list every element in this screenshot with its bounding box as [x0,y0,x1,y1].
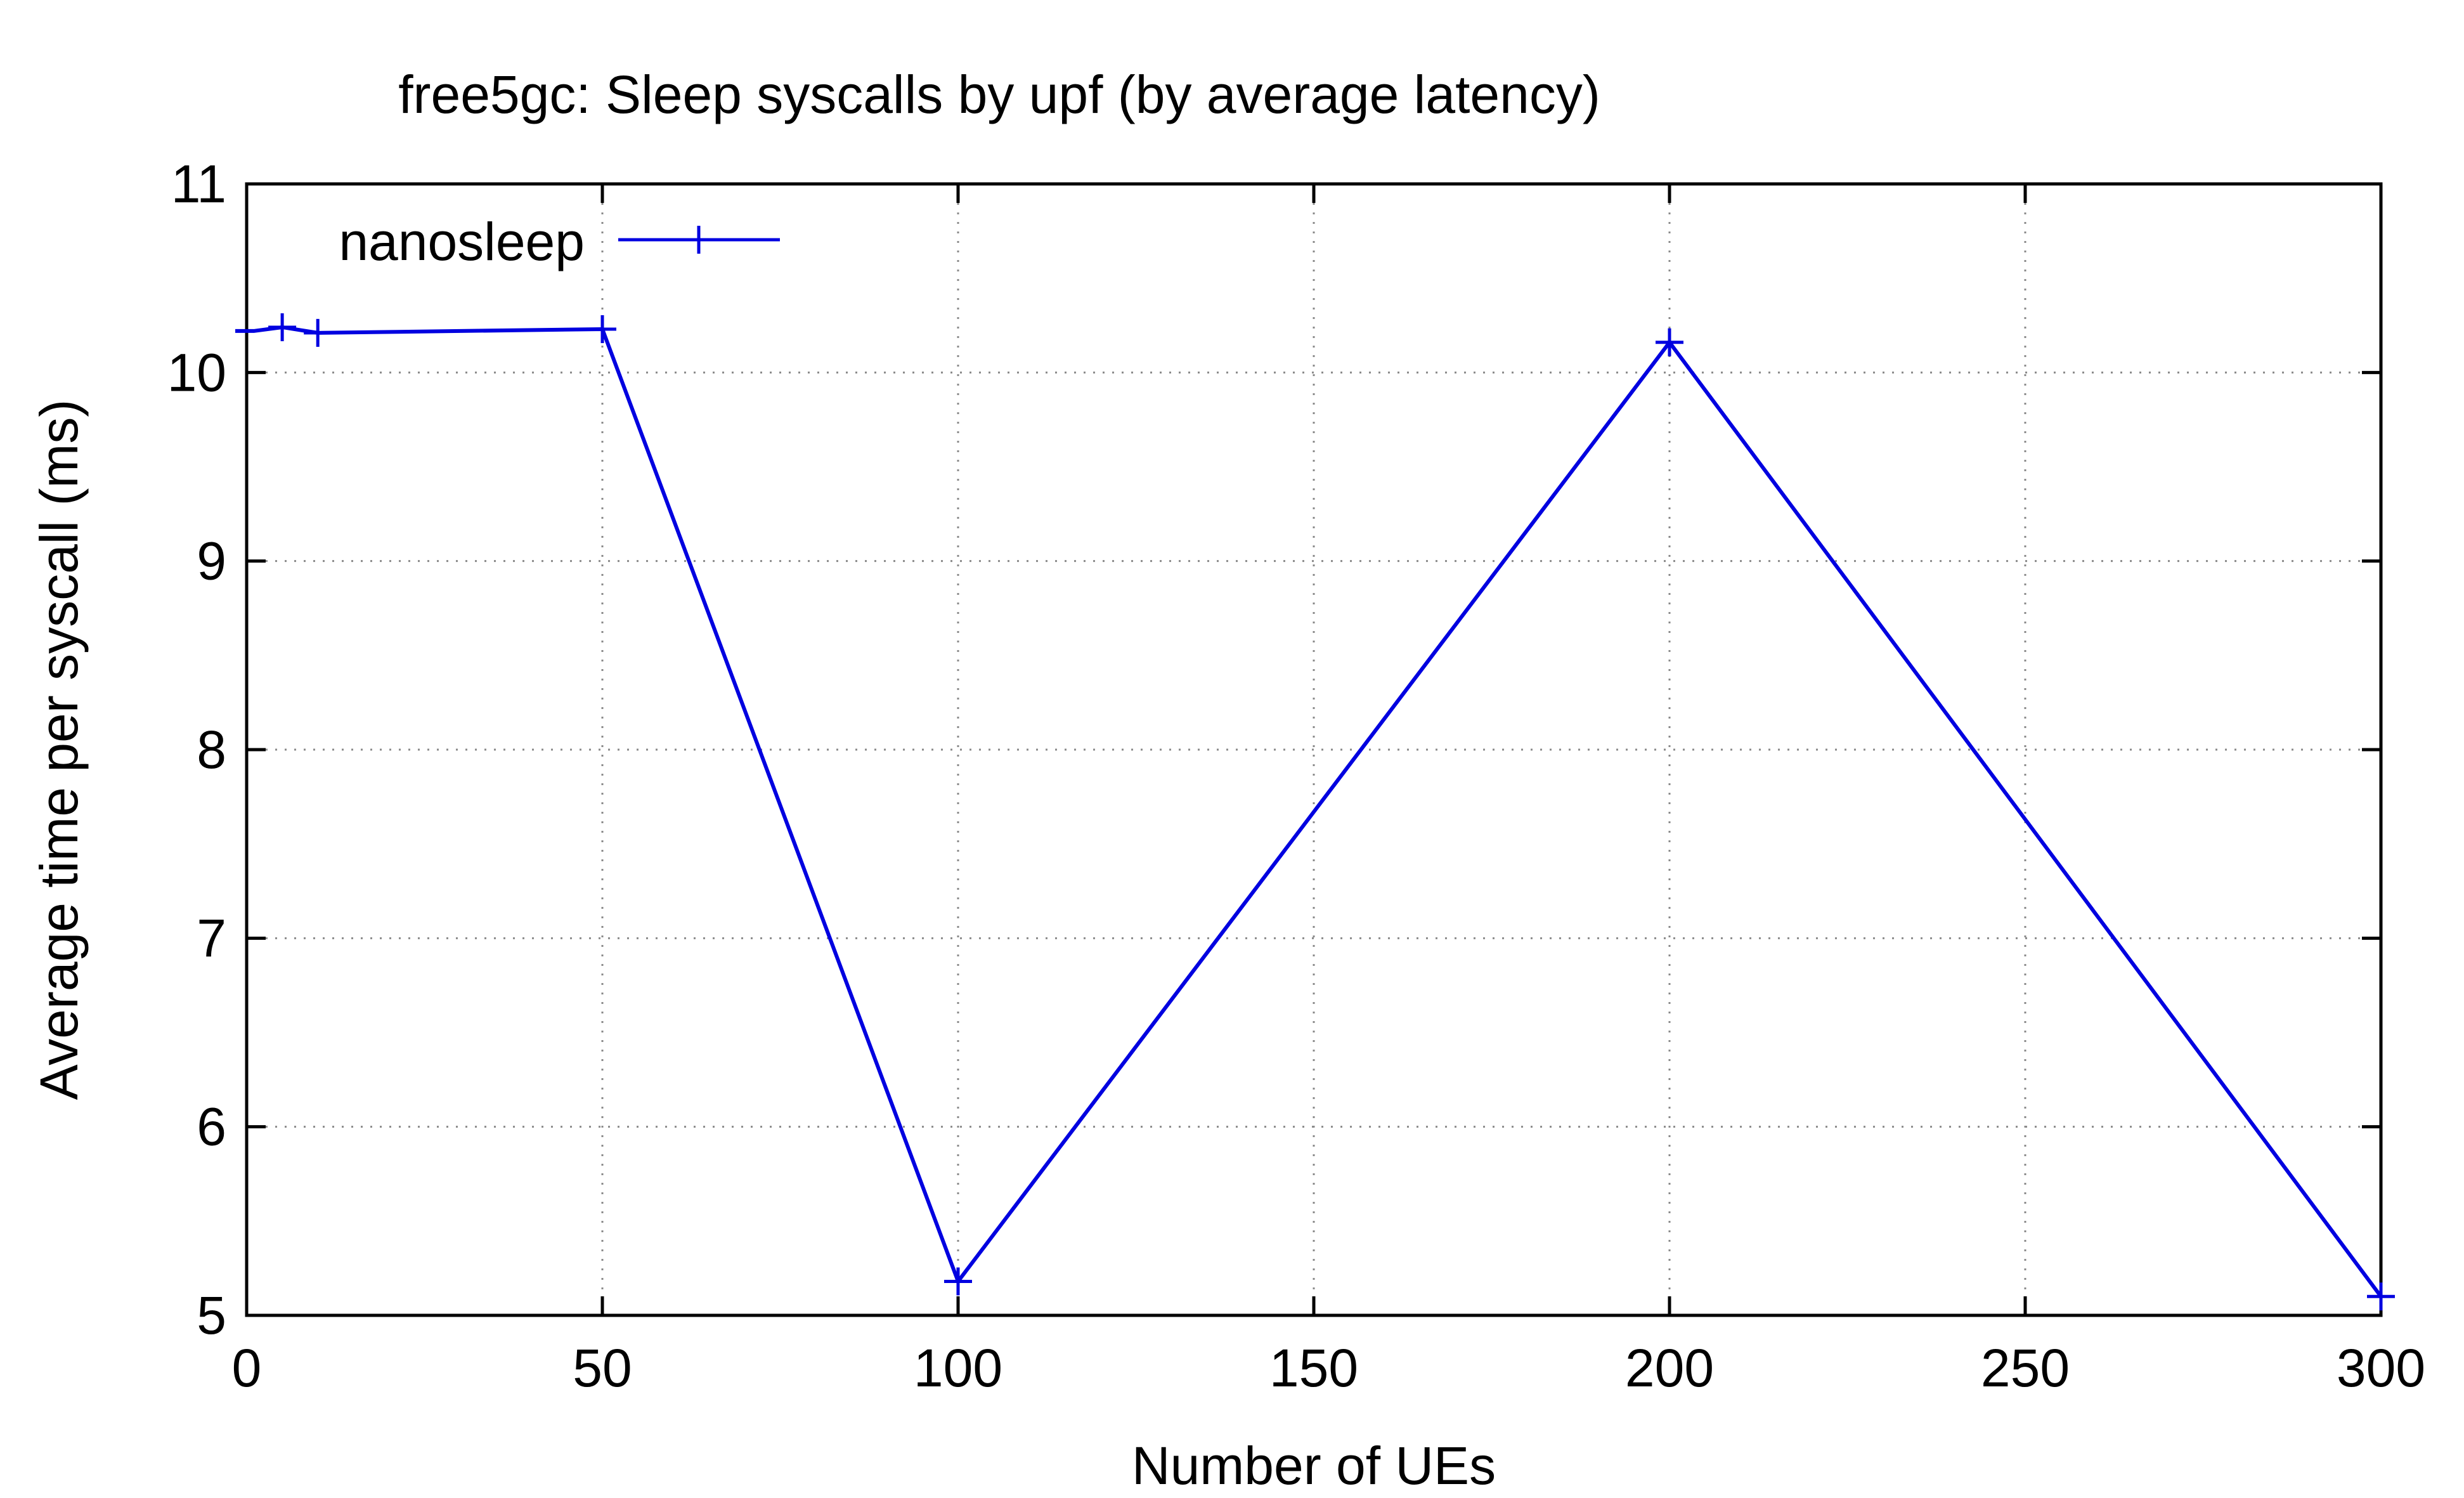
data-point-nanosleep [268,313,297,341]
plot-frame [245,182,2383,1317]
grid-lines [247,184,2381,1315]
x-axis-label: Number of UEs [1132,1436,1496,1495]
x-tick-label: 0 [232,1338,262,1398]
data-point-nanosleep [1656,328,1683,356]
x-tick-labels: 0 50 100 150 200 250 300 [232,1338,2425,1398]
x-tick-label: 250 [1981,1338,2070,1398]
data-point-nanosleep [2367,1282,2395,1311]
x-tick-label: 100 [914,1338,1002,1398]
data-point-nanosleep [588,315,616,343]
data-point-nanosleep [944,1267,972,1296]
y-tick-label: 11 [171,154,226,214]
x-tick-label: 200 [1625,1338,1714,1398]
y-tick-labels: 5 6 7 8 9 10 11 [167,154,226,1345]
y-tick-label: 10 [167,342,226,402]
legend-marker-nanosleep [685,226,713,254]
series-nanosleep [235,313,2395,1311]
y-axis-label: Average time per syscall (ms) [29,400,89,1100]
y-tick-label: 8 [197,720,226,779]
data-point-nanosleep [304,318,332,347]
y-tick-label: 6 [197,1097,226,1157]
y-tick-label: 9 [197,531,226,591]
x-tick-label: 50 [573,1338,632,1398]
y-tick-label: 5 [197,1286,226,1345]
x-tick-label: 300 [2337,1338,2425,1398]
x-tick-label: 150 [1269,1338,1358,1398]
y-tick-label: 7 [197,908,226,968]
legend-label-nanosleep: nanosleep [339,212,585,271]
legend: nanosleep [339,212,780,271]
chart-title: free5gc: Sleep syscalls by upf (by avera… [398,65,1600,124]
series-line-nanosleep [235,325,2383,1298]
